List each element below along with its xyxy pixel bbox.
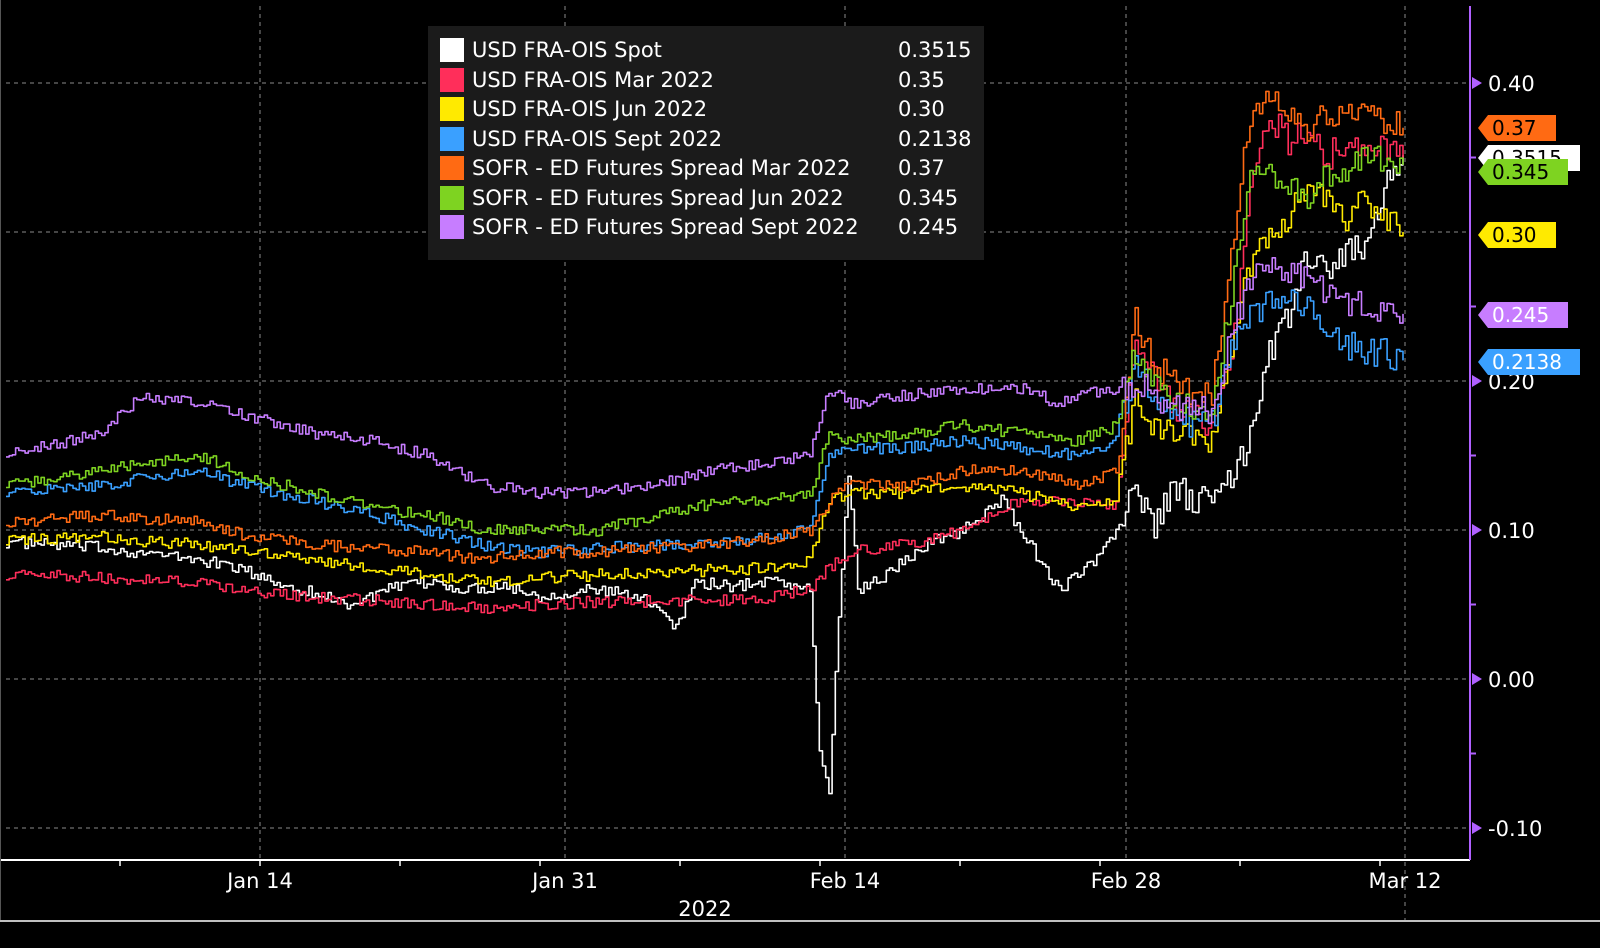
legend-last-value: 0.3515: [898, 38, 972, 62]
legend-last-value: 0.345: [898, 185, 959, 210]
y-tick-marker: [1472, 673, 1482, 685]
legend-last-value: 0.245: [898, 215, 959, 239]
series-line: [6, 90, 1404, 564]
x-tick-label: Mar 12: [1368, 869, 1441, 893]
chart-axes: Jan 14 Jan 31 Feb 14 Feb 28 Mar 12 2022 0.40 0.…: [0, 0, 1600, 922]
last-value-text: 0.2138: [1492, 350, 1562, 374]
series-line: [6, 155, 1404, 795]
x-axis-year-label: 2022: [678, 897, 731, 921]
legend-swatch: [440, 38, 464, 62]
last-value-tag: [1478, 349, 1580, 375]
last-value-text: 0.30: [1492, 223, 1537, 247]
series-line: [6, 113, 1404, 614]
series-line: [6, 183, 1404, 588]
legend-swatch: [440, 156, 464, 180]
chart-legend: USD FRA-OIS Spot 0.3515 USD FRA-OIS Mar 20…: [428, 26, 984, 260]
last-value-text: 0.37: [1492, 116, 1537, 140]
x-tick-label: Feb 28: [1091, 869, 1162, 893]
y-tick-label: -0.10: [1488, 817, 1542, 841]
last-value-tag: [1478, 115, 1556, 141]
legend-last-value: 0.37: [898, 156, 945, 180]
legend-last-value: 0.30: [898, 97, 945, 121]
last-value-tag: [1478, 159, 1568, 185]
legend-entry: USD FRA-OIS Spot 0.3515: [440, 36, 971, 64]
legend-swatch: [440, 215, 464, 239]
legend-swatch: [440, 126, 464, 151]
y-tick-label: 0.40: [1488, 72, 1535, 96]
legend-entry: SOFR - ED Futures Spread Sept 2022 0.245: [440, 213, 958, 241]
legend-last-value: 0.35: [898, 67, 945, 92]
legend-series-name: SOFR - ED Futures Spread Mar 2022: [472, 156, 851, 180]
legend-entry: SOFR - ED Futures Spread Jun 2022 0.345: [440, 184, 958, 212]
legend-entry: SOFR - ED Futures Spread Mar 2022 0.37: [440, 154, 945, 182]
series-lines: [6, 90, 1404, 795]
legend-series-name: USD FRA-OIS Spot: [472, 38, 662, 62]
last-value-tag: [1478, 302, 1568, 328]
legend-entry: USD FRA-OIS Mar 2022 0.35: [440, 66, 945, 94]
series-line: [6, 145, 1404, 537]
x-tick-label: Jan 14: [225, 869, 293, 893]
legend-series-name: USD FRA-OIS Mar 2022: [472, 67, 714, 92]
legend-series-name: SOFR - ED Futures Spread Jun 2022: [472, 185, 844, 210]
legend-swatch: [440, 67, 464, 92]
legend-last-value: 0.2138: [898, 126, 972, 151]
last-value-tag: [1478, 222, 1556, 248]
legend-entry: USD FRA-OIS Sept 2022 0.2138: [440, 125, 971, 153]
legend-series-name: USD FRA-OIS Sept 2022: [472, 126, 723, 151]
y-tick-label: 0.10: [1488, 519, 1535, 543]
legend-series-name: SOFR - ED Futures Spread Sept 2022: [472, 215, 859, 239]
legend-swatch: [440, 97, 464, 121]
x-tick-label: Feb 14: [810, 869, 881, 893]
y-tick-marker: [1472, 822, 1482, 834]
y-tick-marker: [1472, 524, 1482, 536]
y-tick-label: 0.00: [1488, 668, 1535, 692]
legend-series-name: USD FRA-OIS Jun 2022: [472, 97, 708, 121]
last-value-text: 0.345: [1492, 160, 1549, 184]
last-value-text: 0.245: [1492, 303, 1549, 327]
y-tick-marker: [1472, 77, 1482, 89]
x-tick-label: Jan 31: [530, 869, 598, 893]
legend-swatch: [440, 185, 464, 210]
series-line: [6, 257, 1404, 499]
legend-entry: USD FRA-OIS Jun 2022 0.30: [440, 95, 945, 123]
y-tick-marker: [1472, 375, 1482, 387]
